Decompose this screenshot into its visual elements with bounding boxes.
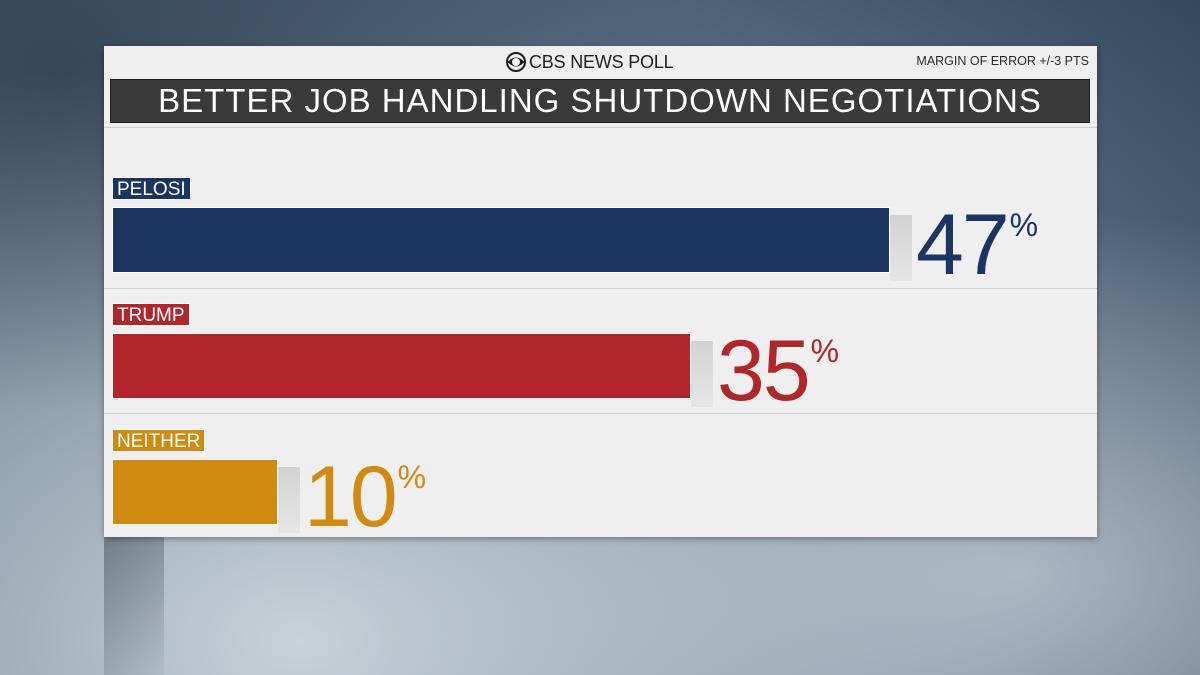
brand-text: CBS NEWS POLL — [529, 52, 674, 72]
bar-shadow — [691, 341, 713, 407]
brand: CBS NEWS POLL — [506, 51, 674, 73]
value-number: 47 — [916, 197, 1010, 293]
value-percent-sign: % — [1009, 207, 1039, 243]
bar-shadow — [890, 215, 912, 281]
value-number: 10 — [304, 449, 398, 545]
divider — [104, 413, 1097, 414]
bar-trump — [112, 333, 691, 399]
value-number: 35 — [717, 323, 811, 419]
bar-row-trump: TRUMP 35% — [104, 303, 1097, 429]
panel-shadow — [104, 537, 164, 675]
bar-row-pelosi: PELOSI 47% — [104, 177, 1097, 303]
divider — [104, 127, 1097, 128]
panel-header: CBS NEWS POLL MARGIN OF ERROR +/-3 PTS — [104, 46, 1097, 76]
category-label-pelosi: PELOSI — [112, 177, 191, 200]
bar-row-neither: NEITHER 10% — [104, 429, 1097, 555]
cbs-eye-icon — [506, 52, 526, 72]
margin-of-error: MARGIN OF ERROR +/-3 PTS — [916, 54, 1089, 68]
chart-title: BETTER JOB HANDLING SHUTDOWN NEGOTIATION… — [158, 82, 1042, 119]
bar-pelosi — [112, 207, 890, 273]
bar-shadow — [278, 467, 300, 533]
value-percent-sign: % — [397, 459, 427, 495]
title-bar: BETTER JOB HANDLING SHUTDOWN NEGOTIATION… — [110, 79, 1090, 123]
value-label-neither: 10% — [304, 449, 427, 545]
value-label-trump: 35% — [717, 323, 840, 419]
category-label-neither: NEITHER — [112, 429, 206, 452]
bar-neither — [112, 459, 278, 525]
category-label-trump: TRUMP — [112, 303, 190, 326]
value-percent-sign: % — [810, 333, 840, 369]
poll-panel: CBS NEWS POLL MARGIN OF ERROR +/-3 PTS B… — [104, 46, 1097, 540]
divider — [104, 288, 1097, 289]
value-label-pelosi: 47% — [916, 197, 1039, 293]
